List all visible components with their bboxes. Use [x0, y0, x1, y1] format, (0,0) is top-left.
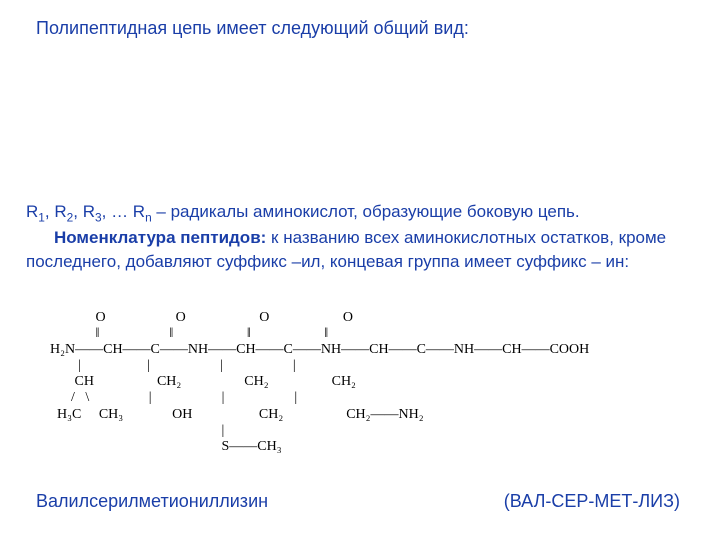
chem-row: O O O O	[50, 310, 589, 326]
chem-row: |	[50, 423, 589, 439]
peptide-full-name: Валилсерилметиониллизин	[36, 491, 268, 512]
peptide-short-name: (ВАЛ-СЕР-МЕТ-ЛИЗ)	[504, 491, 680, 512]
chemical-structure: O O O O ‖ ‖ ‖ ‖ H₂N——CH——C——NH——CH——C——N…	[50, 310, 589, 455]
chem-row: H₃C CH₃ OH CH₂ CH₂——NH₂	[50, 407, 589, 423]
description-block: R1, R2, R3, … Rn – радикалы аминокислот,…	[26, 200, 690, 274]
desc-line1: – радикалы аминокислот, образующие боков…	[152, 202, 580, 221]
chem-row: ‖ ‖ ‖ ‖	[50, 326, 589, 342]
chem-row: | | | |	[50, 358, 589, 374]
chem-row: S——CH₃	[50, 439, 589, 455]
nomenclature-heading: Номенклатура пептидов:	[54, 228, 266, 247]
page-title: Полипептидная цепь имеет следующий общий…	[36, 18, 469, 39]
chem-row: H₂N——CH——C——NH——CH——C——NH——CH——C——NH——CH…	[50, 342, 589, 358]
chem-row: / \ | | |	[50, 390, 589, 406]
chem-row: CH CH₂ CH₂ CH₂	[50, 374, 589, 390]
r-list: R1, R2, R3, … Rn	[26, 202, 152, 221]
